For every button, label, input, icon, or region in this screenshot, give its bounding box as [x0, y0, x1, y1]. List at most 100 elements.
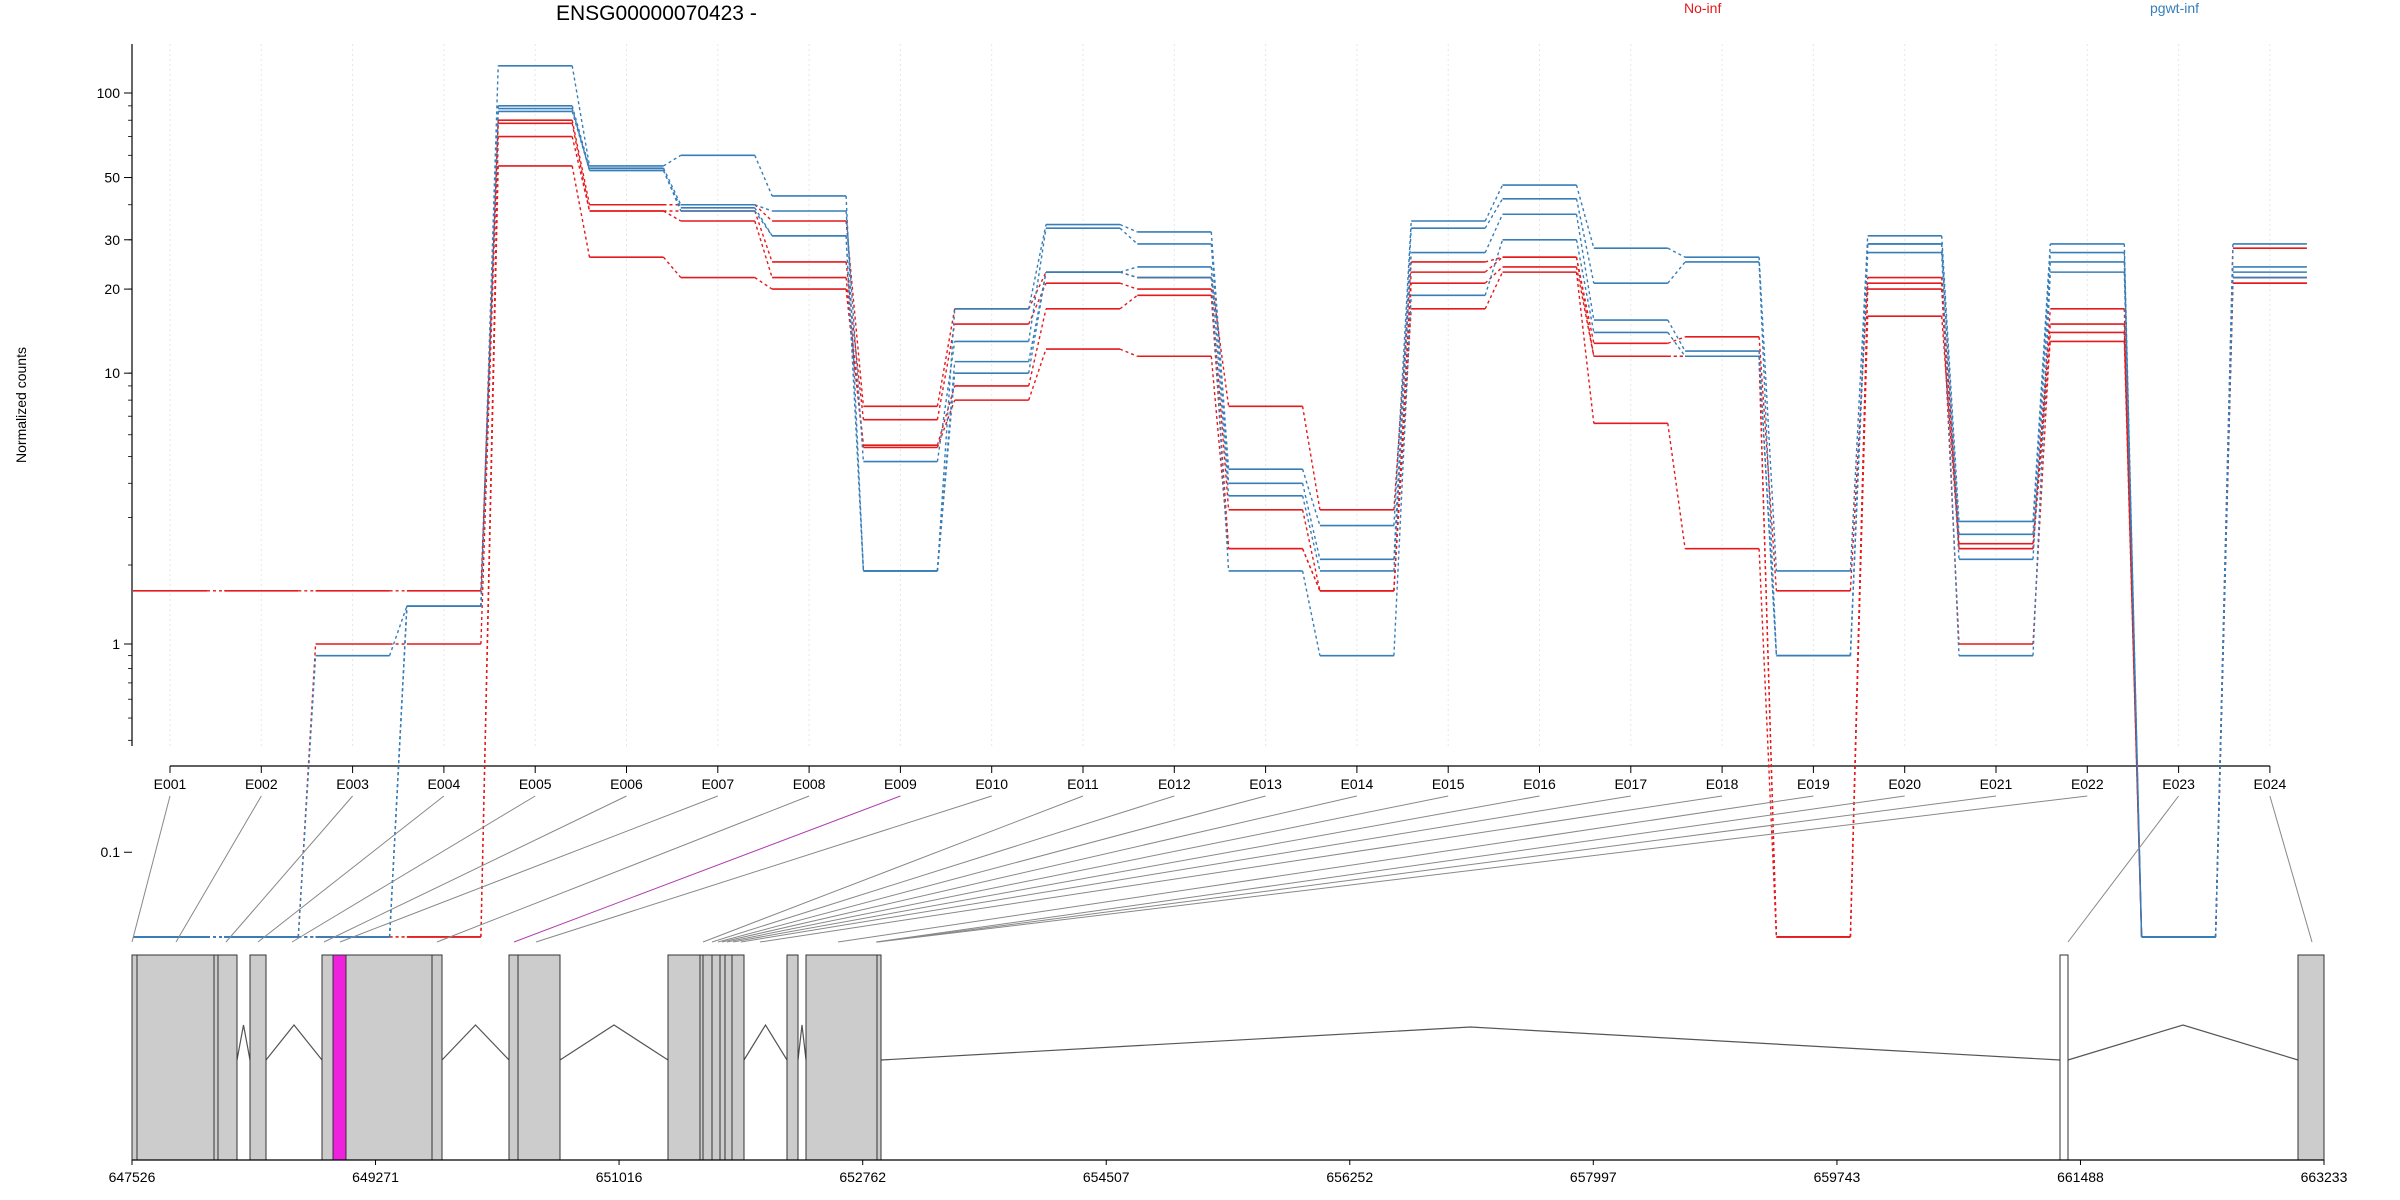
x-tick-label: E021	[1980, 776, 2013, 792]
series-connector	[2214, 266, 2234, 937]
series-connector	[1301, 548, 1321, 592]
series-connector	[1301, 406, 1321, 510]
exon-box	[332, 954, 347, 1161]
genomic-tick-label: 647526	[109, 1169, 156, 1185]
series-connector	[1210, 277, 1230, 407]
series-connector	[1758, 351, 1778, 656]
series-connector	[1484, 271, 1504, 310]
intron-line	[441, 1024, 510, 1061]
series-connector	[1667, 247, 1686, 258]
series-pgwt-inf	[133, 107, 2307, 938]
y-tick-label: 1	[112, 636, 120, 652]
x-tick-label: E023	[2162, 776, 2195, 792]
x-tick-label: E005	[519, 776, 552, 792]
series-connector	[1119, 223, 1138, 233]
exon-box	[131, 954, 138, 1161]
series-connector	[936, 361, 956, 572]
y-tick-label: 20	[104, 281, 120, 297]
series-connector	[1301, 469, 1321, 526]
series-connector	[1301, 495, 1321, 572]
series-connector	[571, 120, 591, 205]
series-connector	[571, 105, 591, 169]
exon-box	[719, 954, 726, 1161]
series-connector	[936, 385, 956, 446]
axes: 0.1 1 10 20 30 50 100 E001 E002 E003 E004 E005 E006 E…	[97, 44, 2287, 860]
exon-box	[213, 954, 219, 1161]
x-tick-label: E018	[1706, 776, 1739, 792]
series-connector	[2032, 272, 2051, 656]
series-connector	[1575, 184, 1595, 249]
exon-connector	[513, 795, 901, 943]
series-connector	[936, 341, 956, 462]
x-tick-label: E012	[1158, 776, 1191, 792]
series-connector	[663, 210, 682, 222]
series-connector	[754, 204, 773, 222]
exon-connector	[876, 795, 1997, 943]
x-tick-label: E013	[1249, 776, 1282, 792]
series-connector	[1575, 198, 1595, 284]
exon-box	[667, 954, 701, 1161]
exon-connector	[711, 795, 1175, 943]
genomic-tick-label: 661488	[2057, 1169, 2104, 1185]
series-connector	[571, 111, 591, 171]
series-connector	[1667, 336, 1686, 344]
exon-box	[2059, 954, 2069, 1161]
series-connector	[845, 210, 865, 462]
intron-line	[797, 1024, 807, 1061]
genomic-tick-label: 659743	[1814, 1169, 1861, 1185]
intron-line	[743, 1023, 788, 1061]
y-tick-label: 30	[104, 232, 120, 248]
exon-box	[876, 954, 882, 1161]
genomic-tick-label: 656252	[1326, 1169, 1373, 1185]
series-connector	[1941, 252, 1960, 656]
exon-box	[805, 954, 878, 1161]
series-connector	[1941, 243, 1960, 560]
series-connector	[297, 655, 317, 937]
series-connector	[571, 108, 591, 171]
series-connector	[1393, 308, 1412, 591]
series-connector	[1667, 261, 1686, 284]
exon-connectors	[131, 795, 2313, 943]
intron-line	[2067, 1024, 2299, 1061]
series-connector	[1393, 252, 1412, 572]
x-tick-label: E009	[884, 776, 917, 792]
exon-box	[702, 954, 713, 1161]
series-connector	[662, 167, 682, 206]
series-connector	[1028, 271, 1047, 310]
x-tick-label: E024	[2254, 776, 2287, 792]
series-connector	[1119, 294, 1138, 310]
intron-line	[559, 1024, 669, 1061]
genomic-axis: 647526 649271 651016 652762 654507 656252 6579…	[109, 1159, 2348, 1185]
series-connector	[388, 605, 408, 656]
series-connector	[1210, 266, 1230, 496]
series-connector	[1210, 356, 1230, 549]
exon-connector	[436, 795, 810, 943]
y-tick-label: 10	[104, 365, 120, 381]
series-connector	[1119, 348, 1138, 357]
series-connector	[1758, 336, 1778, 591]
exon-connector	[131, 795, 171, 943]
series-connector	[936, 323, 956, 420]
series-connector	[1028, 228, 1047, 342]
series-connector	[754, 210, 773, 263]
exon-connector	[702, 795, 1084, 943]
exon-connector	[837, 795, 1814, 943]
genomic-tick-label: 652762	[839, 1169, 886, 1185]
exon-connector	[875, 795, 1905, 943]
series-connector	[1119, 266, 1138, 273]
series-connector	[1849, 277, 1869, 591]
series-connector	[2214, 277, 2234, 937]
exon-box	[217, 954, 238, 1161]
series-connector	[1028, 348, 1047, 401]
series-connector	[388, 606, 408, 937]
series-connector	[754, 210, 773, 237]
exon-connector	[535, 795, 992, 943]
series-No-inf	[133, 165, 2307, 938]
series-connector	[2123, 272, 2143, 937]
legend-no-inf: No-inf	[1684, 0, 1722, 16]
exon-box	[136, 954, 215, 1161]
series-connector	[1484, 213, 1504, 253]
series-connector	[1484, 256, 1503, 273]
series-connector	[1484, 239, 1504, 296]
